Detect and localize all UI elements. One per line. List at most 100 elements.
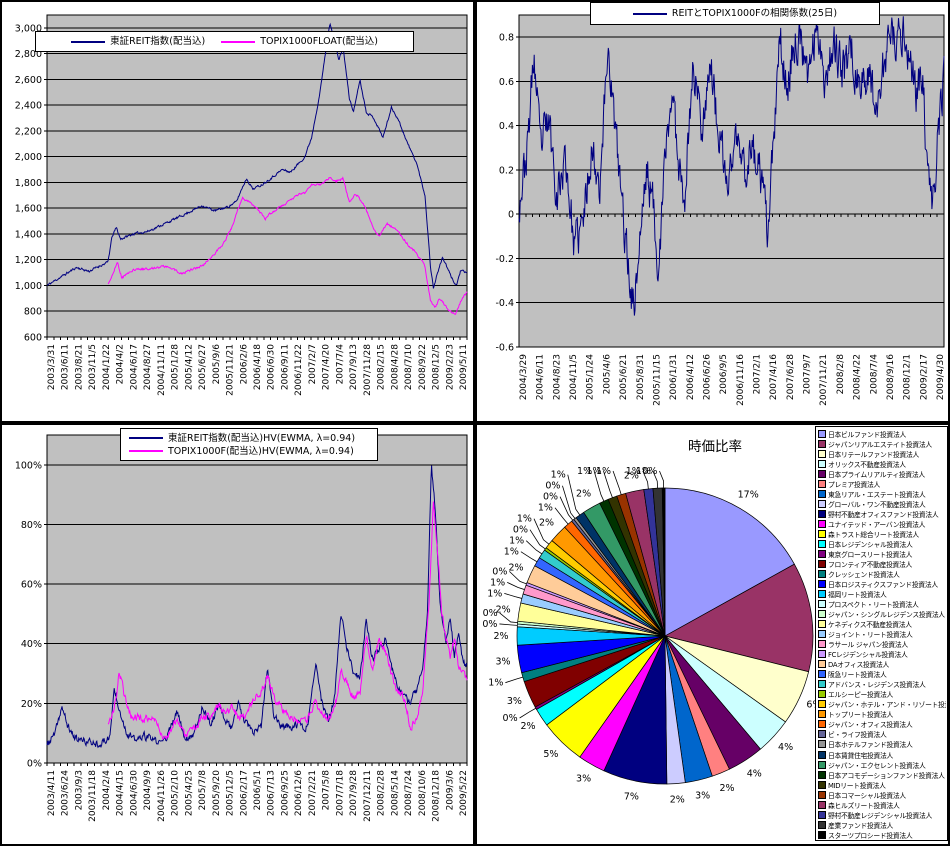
pie-legend-label: 日本アコモデーションファンド投資法人: [828, 771, 945, 780]
x-tick-label: 2003/9/3: [74, 770, 84, 810]
x-tick-label: 2004/6/17: [129, 344, 139, 390]
x-tick-label: 2007/4/16: [769, 354, 779, 400]
pie-legend-label: ビ・ライフ投資法人: [828, 731, 887, 740]
pie-legend-label: ラサール ジャパン投資法人: [828, 641, 908, 650]
pie-legend-swatch: [818, 740, 826, 749]
pie-slice-label: 2%: [539, 518, 554, 529]
panel-volatility-chart: 100% 80% 60% 40% 20% 0% 2003/4/11 2003/6/24 2003…: [0, 423, 475, 846]
pie-legend-label: トップリート投資法人: [828, 711, 893, 720]
legend-label: TOPIX1000F(配当込)HV(EWMA, λ=0.94): [168, 445, 354, 457]
x-tick-label: 2003/6/24: [61, 770, 71, 816]
legend-label: TOPIX1000FLOAT(配当込): [260, 36, 378, 47]
x-tick-label: 2007/4/20: [322, 344, 332, 390]
pie-legend-swatch: [818, 600, 826, 609]
pie-legend-item: ジャパンリアルエステイト投資法人: [818, 439, 946, 449]
y-tick-label: 0.6: [499, 77, 514, 88]
pie-slice-label: 0%: [642, 466, 657, 477]
y-tick-label: 1,600: [15, 204, 42, 215]
pie-chart-title: 時価比率: [688, 439, 742, 455]
x-tick-label: 2008/12/1: [903, 354, 913, 400]
pie-legend-swatch: [818, 680, 826, 689]
legend-label: REITとTOPIX1000Fの相関係数(25日): [671, 8, 838, 19]
x-tick-label: 2007/6/28: [786, 354, 796, 400]
x-tick-label: 2008/7/24: [404, 770, 414, 816]
pie-slice-label: 1%: [586, 466, 601, 477]
pie-legend-swatch: [818, 810, 826, 819]
pie-legend-item: スターツプロシード投資法人: [818, 830, 946, 840]
pie-legend-label: 野村不動産レジデンシャル投資法人: [828, 811, 932, 820]
pie-slice-label: 0%: [543, 492, 558, 503]
series-line-1: [107, 501, 468, 740]
pie-legend-swatch: [818, 470, 826, 479]
pie-legend-item: フロンティア不動産投資法人: [818, 559, 946, 569]
x-tick-label: 2004/9/9: [143, 770, 153, 811]
pie-legend-item: 日本ホテルファンド投資法人: [818, 739, 946, 749]
x-tick-label: 2008/12/18: [432, 770, 442, 822]
pie-legend-label: MIDリート投資法人: [828, 781, 886, 790]
x-tick-label: 2006/5/1: [253, 770, 263, 810]
y-tick-label: -0.6: [495, 343, 514, 354]
y-tick-label: 2,600: [15, 75, 42, 86]
y-tick-label: 100%: [15, 460, 42, 471]
pie-legend-item: FCレジデンシャル投資法人: [818, 649, 946, 659]
y-tick-label: 0.4: [499, 121, 514, 132]
pie-label-leader: [642, 470, 649, 489]
x-tick-label: 2008/9/16: [886, 354, 896, 400]
pie-label-leader: [533, 518, 550, 545]
pie-legend-swatch: [818, 590, 826, 599]
x-tick-label: 2005/4/25: [184, 770, 194, 816]
pie-slice-label: 0%: [513, 525, 528, 536]
x-tick-label: 2006/6/26: [702, 354, 712, 400]
x-tick-label: 2003/8/21: [74, 344, 84, 390]
x-tick-label: 2007/11/28: [363, 344, 373, 396]
pie-slice-label: 0%: [503, 713, 518, 724]
x-tick-label: 2005/11/21: [226, 344, 236, 396]
x-tick-label: 2006/6/30: [267, 344, 277, 390]
pie-label-leader: [567, 474, 581, 516]
pie-legend-item: 日本コマーシャル投資法人: [818, 790, 946, 800]
x-tick-label: 2006/2/6: [239, 344, 249, 385]
pie-slice-label: 4%: [778, 742, 793, 753]
x-tick-label: 2003/11/5: [88, 344, 98, 390]
pie-label-leader: [562, 485, 576, 519]
y-tick-label: 0.8: [499, 33, 514, 44]
pie-legend-label: アドバンス・レジデンス投資法人: [828, 681, 926, 690]
pie-slice-label: 1%: [551, 470, 566, 481]
pie-slice-label: 6%: [806, 700, 821, 711]
x-tick-label: 2005/1/24: [586, 354, 596, 400]
pie-slice-label: 1%: [504, 547, 519, 558]
pie-legend-label: 日本リテールファンド投資法人: [828, 451, 919, 460]
pie-legend-label: 日本ビルファンド投資法人: [828, 431, 906, 439]
pie-legend-label: ジョイント・リート投資法人: [828, 631, 913, 640]
pie-label-leader: [603, 470, 613, 498]
pie-slice-label: 3%: [507, 696, 522, 707]
x-tick-label: 2006/12/6: [294, 770, 304, 816]
x-tick-label: 2005/12/5: [226, 770, 236, 816]
x-tick-label: 2005/4/12: [184, 344, 194, 390]
x-tick-label: 2006/9/5: [719, 354, 729, 394]
pie-slice-label: 3%: [576, 773, 591, 784]
pie-label-leader: [612, 470, 622, 495]
pie-slice-label: 1%: [490, 577, 505, 588]
pie-legend-item: アドバンス・レジデンス投資法人: [818, 679, 946, 689]
pie-slice-label: 1%: [577, 466, 592, 477]
pie-legend: 日本ビルファンド投資法人 ジャパンリアルエステイト投資法人日本リテールファンド投資…: [815, 426, 948, 841]
pie-legend-label: ケネディクス不動産投資法人: [828, 621, 912, 630]
legend-line-sample: [632, 12, 667, 15]
pie-label-leader: [593, 470, 605, 502]
x-tick-label: 2009/5/11: [459, 344, 469, 390]
legend-line-sample: [71, 40, 106, 43]
x-tick-label: 2004/1/22: [102, 344, 112, 390]
y-tick-label: 2,800: [15, 49, 42, 60]
pie-label-leader: [499, 623, 518, 626]
pie-label-leader: [559, 496, 574, 521]
pie-legend-label: プロスペクト・リート投資法人: [828, 601, 919, 610]
x-tick-label: 2009/4/30: [936, 354, 946, 400]
pie-slice-label: 1%: [596, 466, 611, 477]
pie-legend-label: 日本レジデンシャル投資法人: [828, 541, 913, 550]
x-tick-label: 2007/2/7: [308, 344, 318, 384]
legend-volatility: 東証REIT指数(配当込)HV(EWMA, λ=0.94) TOPIX1000F(…: [120, 428, 378, 461]
pie-label-leader: [509, 571, 527, 585]
legend-line-sample: [129, 450, 163, 452]
pie-legend-label: オリックス不動産投資法人: [828, 461, 906, 470]
